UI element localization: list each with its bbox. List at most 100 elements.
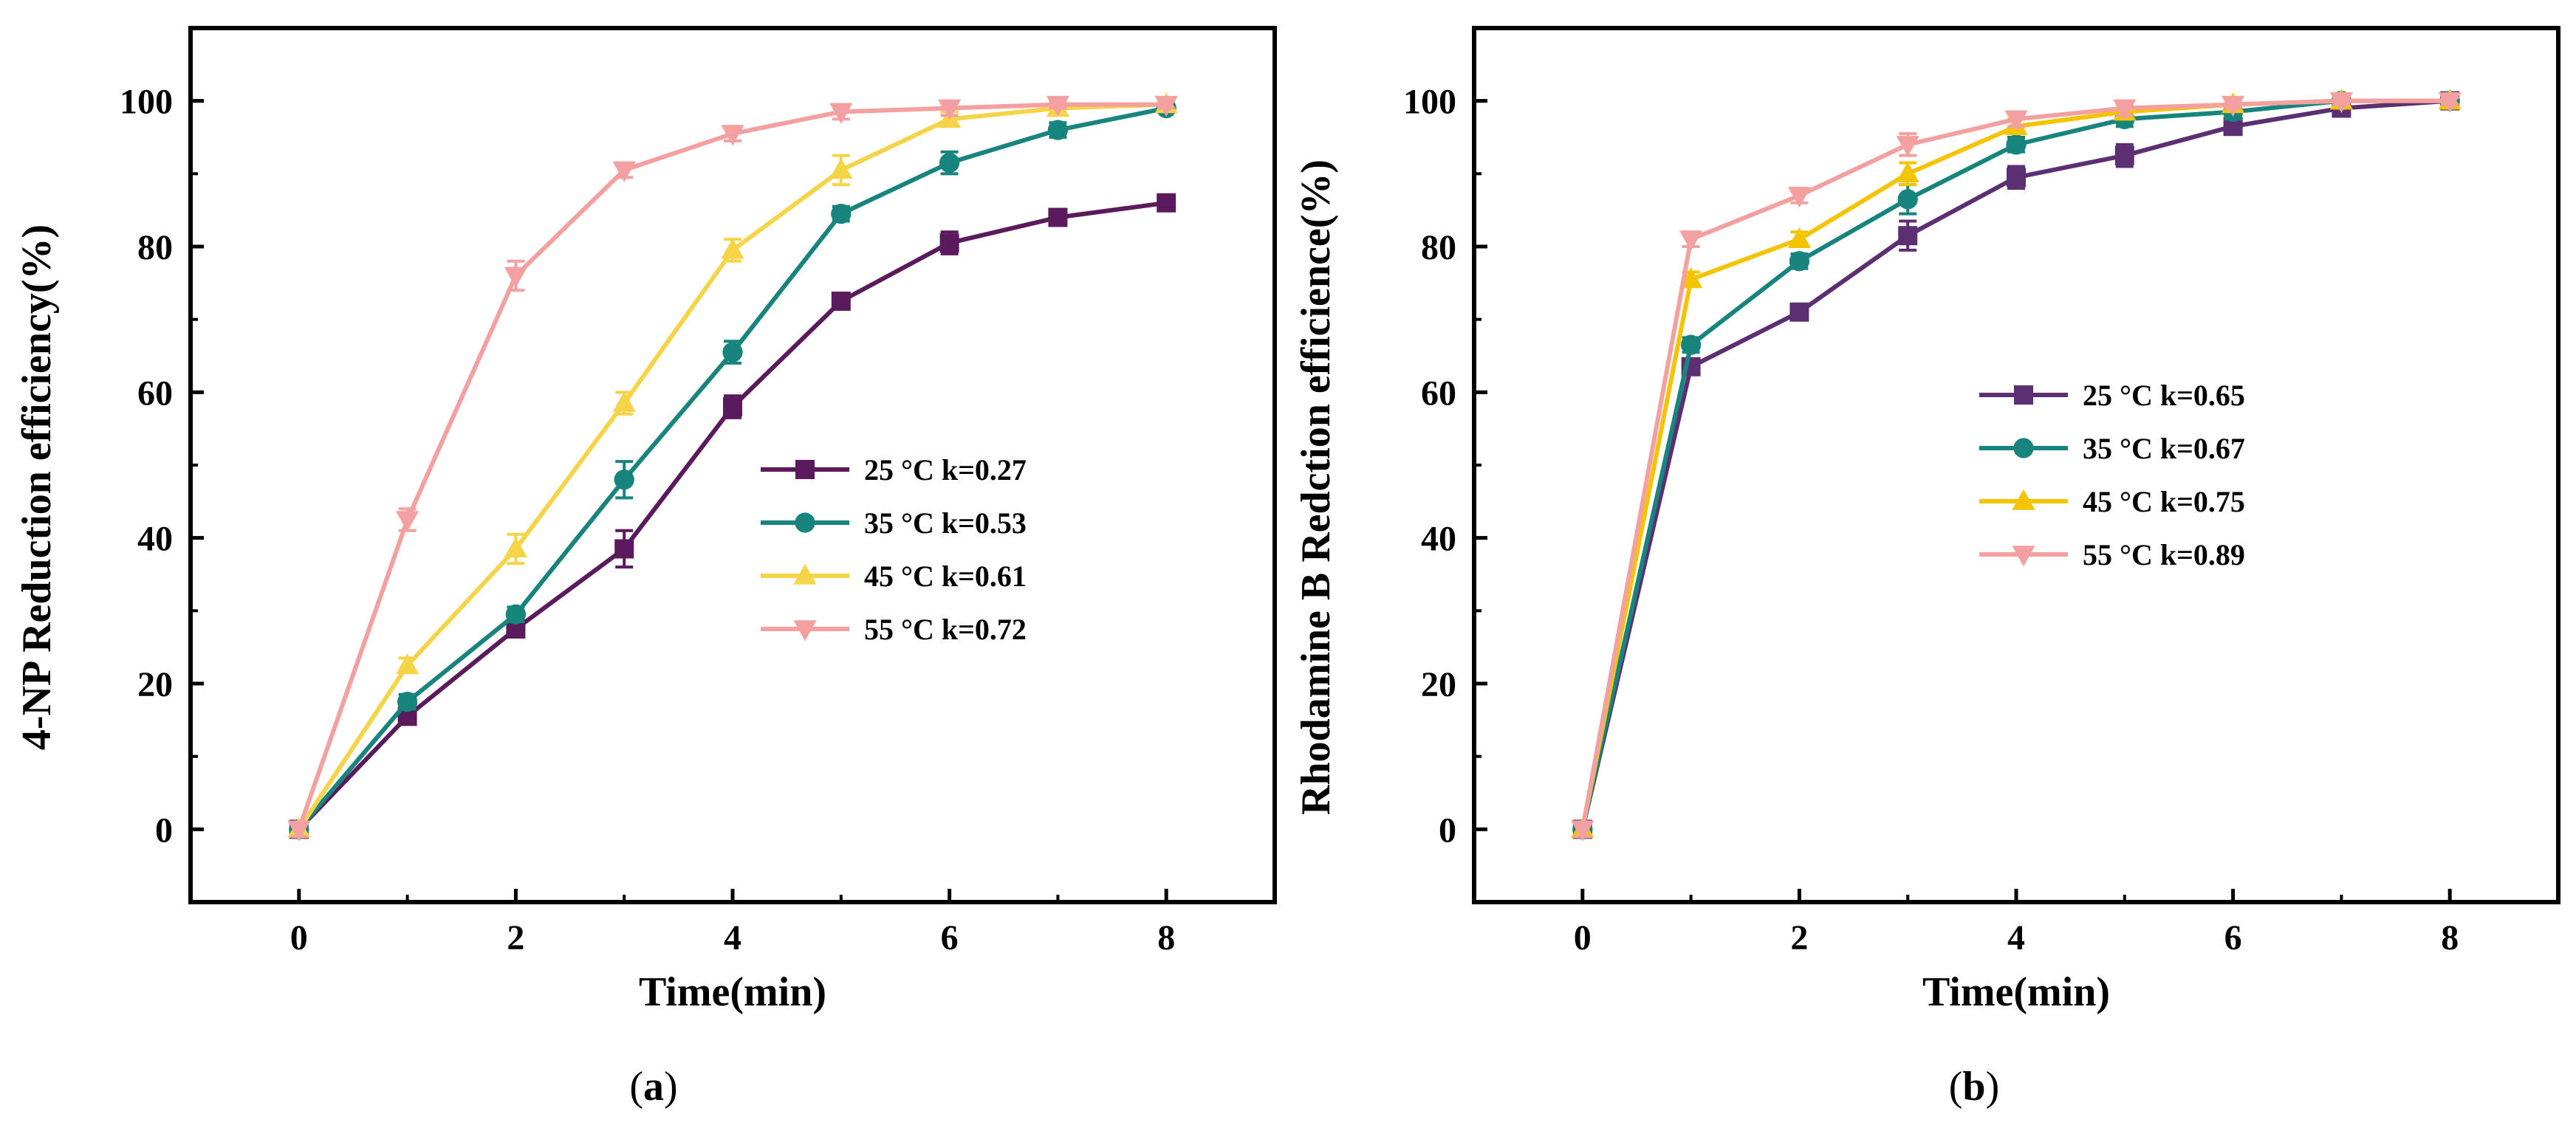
data-point bbox=[1047, 120, 1069, 140]
series bbox=[1572, 91, 2460, 839]
data-point bbox=[1896, 136, 1919, 157]
panel-label: (a) bbox=[629, 1064, 677, 1110]
series bbox=[1571, 89, 2462, 839]
data-point bbox=[723, 397, 742, 417]
data-point bbox=[506, 619, 526, 639]
data-point bbox=[396, 511, 419, 532]
legend-label: 25 °C k=0.27 bbox=[864, 453, 1027, 486]
data-point bbox=[721, 125, 744, 146]
x-tick-label: 0 bbox=[1574, 918, 1592, 957]
x-tick-label: 2 bbox=[507, 918, 524, 957]
series-line bbox=[1580, 98, 2450, 830]
data-point bbox=[1154, 95, 1178, 117]
legend-marker bbox=[2014, 385, 2033, 405]
data-point bbox=[1571, 820, 1594, 842]
y-tick-label: 60 bbox=[1421, 374, 1456, 413]
data-point bbox=[1679, 230, 1703, 252]
panel-label: (b) bbox=[1949, 1064, 1999, 1110]
x-tick-label: 6 bbox=[2224, 918, 2242, 957]
data-point bbox=[504, 266, 527, 288]
series bbox=[1571, 92, 2462, 842]
x-tick-label: 2 bbox=[1790, 918, 1808, 957]
data-point bbox=[2222, 95, 2245, 117]
data-point bbox=[1787, 227, 1811, 248]
y-tick-label: 40 bbox=[1421, 520, 1456, 559]
data-point bbox=[612, 161, 636, 182]
data-point bbox=[831, 292, 851, 311]
data-point bbox=[2007, 168, 2026, 188]
plot-frame bbox=[1472, 26, 2560, 904]
data-point bbox=[1157, 193, 1176, 213]
data-point bbox=[2223, 117, 2243, 137]
data-point bbox=[2004, 110, 2028, 131]
x-tick-label: 4 bbox=[724, 918, 741, 957]
x-tick-label: 8 bbox=[2441, 918, 2459, 957]
legend-marker bbox=[793, 563, 817, 585]
legend-label: 55 °C k=0.72 bbox=[864, 613, 1027, 646]
legend-label: 55 °C k=0.89 bbox=[2083, 538, 2245, 571]
x-tick-label: 6 bbox=[941, 918, 959, 957]
legend-marker bbox=[2012, 489, 2035, 510]
y-tick-label: 100 bbox=[1403, 83, 1456, 122]
x-tick-label: 0 bbox=[290, 918, 308, 957]
data-point bbox=[1046, 95, 1069, 117]
series bbox=[1572, 91, 2460, 839]
legend-label: 45 °C k=0.61 bbox=[864, 560, 1027, 593]
data-point bbox=[721, 238, 744, 259]
series-line bbox=[297, 200, 1167, 831]
legend-marker bbox=[793, 620, 817, 642]
data-point bbox=[1897, 189, 1918, 210]
x-axis-title: Time(min) bbox=[639, 969, 826, 1015]
series-line bbox=[1580, 98, 2450, 830]
data-point bbox=[722, 342, 743, 362]
legend-label: 35 °C k=0.67 bbox=[2083, 432, 2245, 465]
series bbox=[289, 193, 1176, 839]
data-point bbox=[1789, 302, 1809, 322]
data-point bbox=[939, 233, 959, 253]
data-point bbox=[2006, 134, 2027, 155]
y-tick-label: 40 bbox=[137, 520, 173, 559]
series-line bbox=[1580, 98, 2450, 830]
data-point bbox=[614, 470, 634, 490]
data-point bbox=[2329, 92, 2353, 113]
x-tick-label: 8 bbox=[1157, 918, 1175, 957]
series-line bbox=[1580, 98, 2450, 830]
data-point bbox=[831, 203, 852, 224]
data-point bbox=[938, 99, 962, 120]
x-axis-title: Time(min) bbox=[1922, 969, 2110, 1015]
data-point bbox=[1048, 207, 1068, 227]
legend-marker bbox=[795, 512, 815, 533]
data-point bbox=[614, 539, 634, 559]
data-point bbox=[2438, 92, 2462, 113]
data-point bbox=[2113, 99, 2137, 120]
legend-marker bbox=[2013, 438, 2034, 458]
y-axis-title: Rhodamine B Redction efficience(%) bbox=[1293, 159, 1339, 815]
legend-label: 45 °C k=0.75 bbox=[2083, 485, 2245, 518]
y-axis-title: 4-NP Reduction efficiency(%) bbox=[14, 224, 60, 750]
legend-marker bbox=[795, 460, 815, 479]
y-tick-label: 80 bbox=[1421, 228, 1456, 267]
y-tick-label: 0 bbox=[1439, 811, 1456, 850]
legend-marker bbox=[2012, 546, 2035, 567]
data-point bbox=[939, 152, 960, 173]
series bbox=[289, 97, 1176, 839]
legend-label: 25 °C k=0.65 bbox=[2083, 379, 2245, 412]
data-point bbox=[287, 820, 311, 842]
y-tick-label: 100 bbox=[120, 83, 173, 122]
data-point bbox=[397, 706, 417, 726]
y-tick-label: 20 bbox=[137, 665, 173, 704]
y-tick-label: 80 bbox=[137, 228, 173, 267]
x-tick-label: 4 bbox=[2007, 918, 2025, 957]
data-point bbox=[397, 692, 418, 712]
data-point bbox=[1680, 334, 1702, 355]
data-point bbox=[612, 391, 636, 412]
series-line bbox=[296, 102, 1167, 830]
y-tick-label: 60 bbox=[137, 374, 173, 413]
data-point bbox=[1787, 187, 1811, 208]
legend-label: 35 °C k=0.53 bbox=[864, 506, 1027, 540]
y-tick-label: 20 bbox=[1421, 665, 1456, 704]
series bbox=[287, 95, 1178, 842]
